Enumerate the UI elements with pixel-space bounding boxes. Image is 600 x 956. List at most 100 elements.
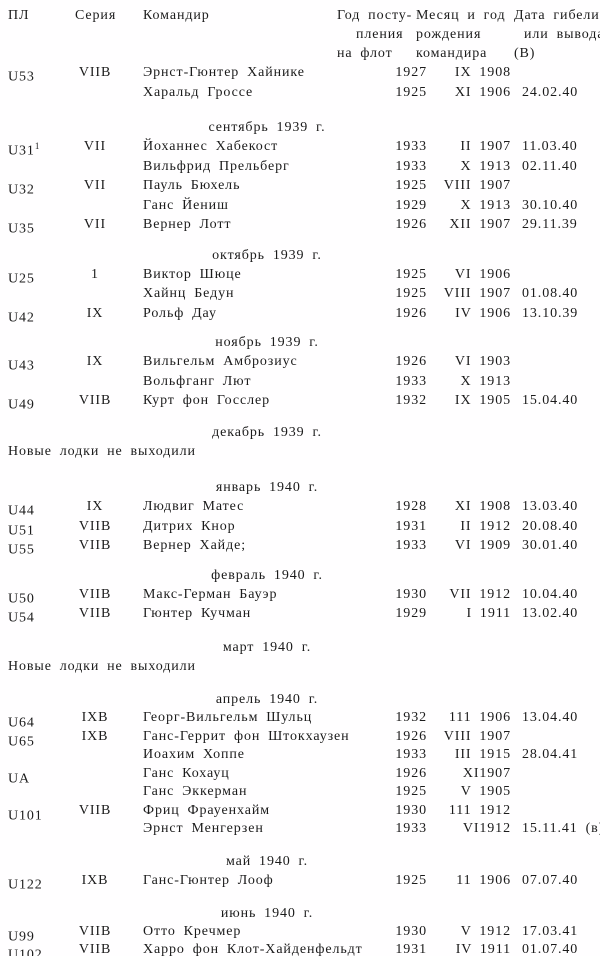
- cell-loss-date: 07.07.40: [522, 872, 579, 888]
- table-row: U51 VIIB Дитрих Кнор 1931 II 1912 20.08.…: [0, 517, 600, 539]
- cell-commander: Ганс Эккерман: [143, 784, 248, 799]
- section-title: ноябрь 1939 г.: [215, 335, 319, 350]
- cell-birth-month-year: X 1913: [460, 197, 511, 213]
- cell-birth-month-year: VIII 1907: [443, 286, 511, 301]
- cell-loss-date: 10.04.40: [522, 586, 579, 602]
- table-row: U122 IXB Ганс-Гюнтер Лооф 1925 11 1906 0…: [0, 871, 600, 893]
- cell-boat-id: U54: [0, 604, 68, 628]
- cell-boat-id: U50: [0, 585, 68, 609]
- cell-series: [68, 157, 122, 177]
- cell-loss-date: 30.10.40: [522, 197, 579, 213]
- cell-boat-id: [0, 746, 68, 765]
- cell-entry-year: 1930: [395, 586, 427, 602]
- cell-commander: Йоханнес Хабекост: [143, 139, 279, 154]
- month-section: февраль 1940 г. U50 VIIB Макс-Герман Бау…: [0, 566, 600, 626]
- section-title: май 1940 г.: [225, 853, 309, 869]
- cell-boat-id: [0, 820, 68, 839]
- cell-birth-month-year: X 1913: [460, 373, 511, 389]
- cell-commander: Виктор Шюце: [143, 266, 242, 282]
- section-title: апрель 1940 г.: [215, 692, 319, 707]
- header-fate-line3: (В): [514, 46, 536, 61]
- cell-birth-month-year: III 1915: [454, 747, 511, 762]
- cell-entry-year: 1928: [395, 499, 427, 514]
- header-year-line2: пления: [356, 27, 404, 42]
- boat-number: U122: [8, 877, 43, 893]
- header-year-line3: на флот: [337, 46, 393, 61]
- cell-series: [68, 746, 122, 765]
- cell-series: [68, 83, 122, 103]
- section-title: декабрь 1939 г.: [212, 424, 322, 440]
- cell-commander: Людвиг Матес: [143, 499, 245, 514]
- cell-birth-month-year: V 1905: [460, 784, 511, 799]
- cell-series: 1: [91, 266, 99, 282]
- table-row: U44 IX Людвиг Матес 1928 XI 1908 13.03.4…: [0, 497, 600, 519]
- section-note: Новые лодки не выходили: [8, 658, 196, 674]
- cell-entry-year: 1926: [395, 728, 427, 744]
- cell-entry-year: 1926: [395, 354, 427, 369]
- month-section: январь 1940 г. U44 IX Людвиг Матес 1928 …: [0, 478, 600, 558]
- cell-entry-year: 1933: [395, 139, 427, 154]
- cell-commander: Гюнтер Кучман: [143, 606, 252, 621]
- section-rows: U25 1 Виктор Шюце 1925 VI 1906 Хайнц Бед…: [0, 265, 600, 326]
- cell-commander: Пауль Бюхель: [143, 178, 241, 193]
- cell-commander: Ганс-Геррит фон Штокхаузен: [143, 728, 350, 744]
- cell-series: [68, 820, 122, 839]
- header-birth-line1: Месяц и год: [416, 8, 506, 23]
- cell-commander: Харальд Гроссе: [143, 84, 254, 100]
- table-row: U42 IX Рольф Дау 1926 IV 1906 13.10.39: [0, 304, 600, 326]
- cell-boat-id: U49: [0, 391, 68, 415]
- cell-boat-id: U65: [0, 728, 68, 752]
- cell-loss-date: 01.07.40: [522, 942, 579, 956]
- cell-birth-month-year: IX 1905: [454, 393, 511, 408]
- table-row: U43 IX Вильгельм Амброзиус 1926 VI 1903: [0, 352, 600, 374]
- cell-commander: Вернер Хайде;: [143, 538, 247, 553]
- month-section: июнь 1940 г. U99 VIIB Отто Кречмер 1930 …: [0, 904, 600, 956]
- boat-number: U65: [8, 734, 35, 750]
- cell-series: [68, 284, 122, 304]
- month-section: ноябрь 1939 г. U43 IX Вильгельм Амброзиу…: [0, 333, 600, 413]
- cell-commander: Вильгельм Амброзиус: [143, 354, 298, 369]
- cell-commander: Макс-Герман Бауэр: [143, 586, 278, 602]
- table-row: U54 VIIB Гюнтер Кучман 1929 I 1911 13.02…: [0, 604, 600, 626]
- section-rows: U99 VIIB Отто Кречмер 1930 V 1912 17.03.…: [0, 923, 600, 956]
- cell-boat-id: U311: [0, 137, 68, 161]
- boat-footnote-marker: 1: [34, 141, 40, 151]
- cell-series: VIIB: [78, 802, 112, 818]
- cell-entry-year: 1925: [395, 286, 427, 301]
- boat-number: U51: [8, 523, 35, 539]
- cell-entry-year: 1926: [395, 217, 427, 232]
- header-fate-line2: или вывода: [524, 27, 600, 42]
- boat-number: U101: [8, 808, 43, 824]
- table-row: Вильфрид Прельберг 1933 X 1913 02.11.40: [0, 157, 600, 177]
- cell-series: VIIB: [78, 538, 112, 553]
- cell-commander: Эрнст Менгерзен: [143, 821, 264, 836]
- cell-commander: Вернер Лотт: [143, 217, 232, 232]
- cell-entry-year: 1925: [395, 266, 427, 282]
- cell-birth-month-year: IV 1906: [455, 305, 511, 321]
- table-row: Хайнц Бедун 1925 VIII 1907 01.08.40: [0, 284, 600, 304]
- section-title: март 1940 г.: [222, 639, 312, 655]
- table-row: U65 IXB Ганс-Геррит фон Штокхаузен 1926 …: [0, 728, 600, 750]
- section-rows: U122 IXB Ганс-Гюнтер Лооф 1925 11 1906 0…: [0, 871, 600, 893]
- table-row: U101 VIIB Фриц Фрауенхайм 1930 111 1912: [0, 802, 600, 824]
- boat-number: U54: [8, 610, 35, 626]
- cell-entry-year: 1932: [395, 710, 427, 725]
- boat-number: U49: [8, 397, 35, 413]
- cell-birth-month-year: XI 1906: [454, 84, 511, 100]
- cell-loss-date: 11.03.40: [522, 139, 578, 154]
- month-section: октябрь 1939 г. U25 1 Виктор Шюце 1925 V…: [0, 246, 600, 326]
- cell-loss-date: [511, 783, 600, 802]
- cell-commander: Ганс Кохауц: [143, 765, 230, 781]
- header-birth-line3: командира: [416, 46, 488, 61]
- cell-boat-id: U42: [0, 304, 68, 328]
- cell-boat-id: U25: [0, 265, 68, 289]
- boat-number: U35: [8, 221, 35, 237]
- cell-entry-year: 1929: [395, 197, 427, 213]
- cell-commander: Иоахим Хоппе: [143, 747, 245, 762]
- cell-commander: Рольф Дау: [143, 305, 217, 321]
- header-pl: ПЛ: [8, 8, 30, 23]
- cell-boat-id: U99: [0, 923, 68, 947]
- cell-entry-year: 1925: [395, 84, 427, 100]
- boat-number: U42: [8, 310, 35, 326]
- cell-boat-id: [0, 196, 68, 216]
